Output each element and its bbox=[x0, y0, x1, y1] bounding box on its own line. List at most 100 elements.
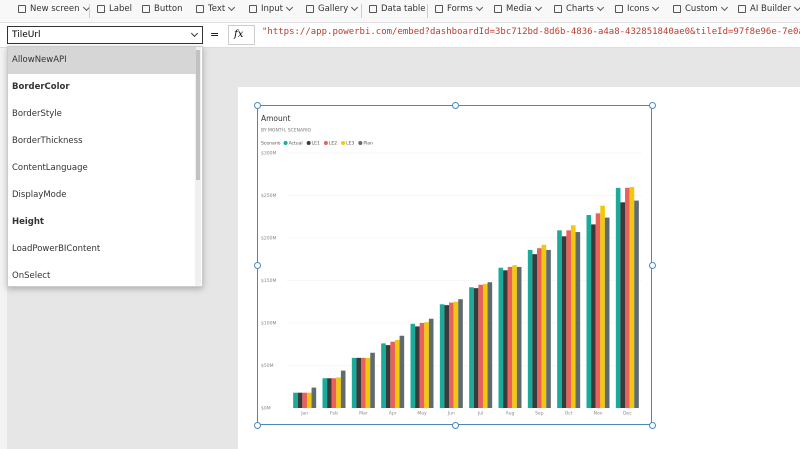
icon bbox=[615, 5, 623, 13]
property-name: TileUrl bbox=[12, 30, 41, 40]
bar bbox=[591, 224, 596, 408]
tree-panel bbox=[0, 47, 7, 449]
bar bbox=[428, 318, 434, 408]
toolbar-button[interactable]: New screen bbox=[18, 3, 90, 14]
x-tick-label: Oct bbox=[565, 411, 573, 417]
toolbar-label: Text bbox=[208, 4, 226, 14]
resize-handle[interactable] bbox=[254, 422, 261, 429]
bar bbox=[370, 352, 375, 408]
resize-handle[interactable] bbox=[254, 102, 261, 109]
toolbar-button[interactable]: Input bbox=[249, 3, 294, 14]
toolbar-button[interactable]: Forms bbox=[435, 3, 483, 14]
y-tick-label: $0M bbox=[261, 406, 271, 412]
bar bbox=[306, 392, 312, 408]
property-item[interactable]: BorderStyle bbox=[12, 109, 62, 119]
resize-handle[interactable] bbox=[254, 262, 261, 269]
resize-handle[interactable] bbox=[649, 422, 656, 429]
x-tick-label: Sep bbox=[535, 411, 544, 417]
bar bbox=[311, 387, 317, 408]
bar bbox=[340, 370, 346, 408]
property-item[interactable]: AllowNewAPI bbox=[8, 47, 196, 74]
x-tick-label: Nov bbox=[594, 411, 603, 417]
bar bbox=[336, 377, 341, 408]
legend-label: LE1 bbox=[312, 141, 320, 147]
toolbar-button[interactable]: Icons bbox=[615, 3, 660, 14]
bar bbox=[478, 284, 483, 408]
bar bbox=[620, 202, 626, 408]
icon bbox=[142, 5, 150, 13]
y-tick-label: $200M bbox=[261, 236, 276, 242]
y-tick-label: $250M bbox=[261, 193, 276, 199]
toolbar-label: Custom bbox=[685, 4, 718, 14]
bar bbox=[629, 187, 635, 408]
bar bbox=[546, 249, 551, 408]
y-tick-label: $50M bbox=[261, 363, 274, 369]
x-tick-label: Jun bbox=[447, 411, 455, 417]
chart-title: Amount bbox=[261, 114, 291, 123]
toolbar-button[interactable]: Text bbox=[196, 3, 236, 14]
icon bbox=[673, 5, 681, 13]
property-item[interactable]: Height bbox=[12, 217, 44, 227]
bar bbox=[302, 392, 307, 408]
legend-marker bbox=[323, 141, 328, 145]
bar bbox=[473, 288, 479, 408]
property-item[interactable]: OnSelect bbox=[12, 271, 51, 281]
bar bbox=[453, 301, 459, 408]
bar bbox=[634, 200, 639, 408]
bar bbox=[390, 341, 395, 408]
toolbar-button[interactable]: Data table bbox=[369, 4, 426, 14]
property-item[interactable]: LoadPowerBIContent bbox=[12, 244, 101, 254]
toolbar-button[interactable]: Charts bbox=[554, 3, 604, 14]
toolbar-button[interactable]: Label bbox=[97, 4, 132, 14]
bar bbox=[424, 322, 429, 408]
property-dropdown[interactable]: TileUrl bbox=[7, 26, 203, 44]
toolbar-button[interactable]: Gallery bbox=[306, 3, 359, 14]
chevron bbox=[720, 3, 728, 12]
resize-handle[interactable] bbox=[452, 422, 459, 429]
fx-label: fx bbox=[234, 29, 244, 40]
bar bbox=[381, 343, 386, 408]
toolbar-button[interactable]: Button bbox=[142, 4, 182, 14]
chevron bbox=[596, 3, 604, 12]
toolbar-label: Label bbox=[109, 4, 132, 14]
toolbar-button[interactable]: AI Builder bbox=[738, 3, 800, 14]
property-item[interactable]: BorderThickness bbox=[12, 136, 83, 146]
x-tick-label: Aug bbox=[506, 411, 515, 417]
toolbar-label: Forms bbox=[447, 4, 473, 14]
bar bbox=[394, 340, 400, 408]
x-tick-label: Apr bbox=[389, 411, 397, 417]
property-item[interactable]: BorderColor bbox=[12, 82, 70, 92]
legend-label: Actual bbox=[289, 141, 303, 147]
bar bbox=[537, 248, 542, 408]
bar bbox=[600, 205, 605, 408]
scroll-thumb[interactable] bbox=[196, 50, 200, 180]
bar bbox=[410, 323, 416, 408]
bar bbox=[615, 187, 621, 408]
bar bbox=[444, 305, 450, 408]
x-tick-label: Jul bbox=[477, 411, 483, 417]
formula-text[interactable]: "https://app.powerbi.com/embed?dashboard… bbox=[262, 27, 800, 37]
bar bbox=[399, 335, 405, 408]
chevron bbox=[794, 3, 800, 12]
bar bbox=[516, 266, 522, 408]
y-tick-label: $100M bbox=[261, 321, 276, 327]
separator bbox=[89, 4, 90, 18]
bar bbox=[439, 304, 445, 408]
resize-handle[interactable] bbox=[649, 262, 656, 269]
icon bbox=[18, 5, 26, 13]
bar bbox=[561, 236, 567, 408]
chevron bbox=[285, 3, 294, 12]
chevron bbox=[534, 3, 542, 12]
toolbar-button[interactable]: Custom bbox=[673, 3, 728, 14]
resize-handle[interactable] bbox=[452, 102, 459, 109]
bar bbox=[322, 378, 328, 408]
bar bbox=[297, 392, 303, 408]
property-list: AllowNewAPI BorderColor BorderStyle BorderT… bbox=[7, 46, 203, 287]
toolbar-label: Gallery bbox=[318, 4, 349, 14]
bar bbox=[498, 267, 504, 408]
resize-handle[interactable] bbox=[649, 102, 656, 109]
toolbar-button[interactable]: Media bbox=[494, 3, 542, 14]
property-item[interactable]: DisplayMode bbox=[12, 190, 67, 200]
property-item[interactable]: ContentLanguage bbox=[12, 163, 88, 173]
fx-button[interactable]: fx bbox=[228, 25, 255, 45]
